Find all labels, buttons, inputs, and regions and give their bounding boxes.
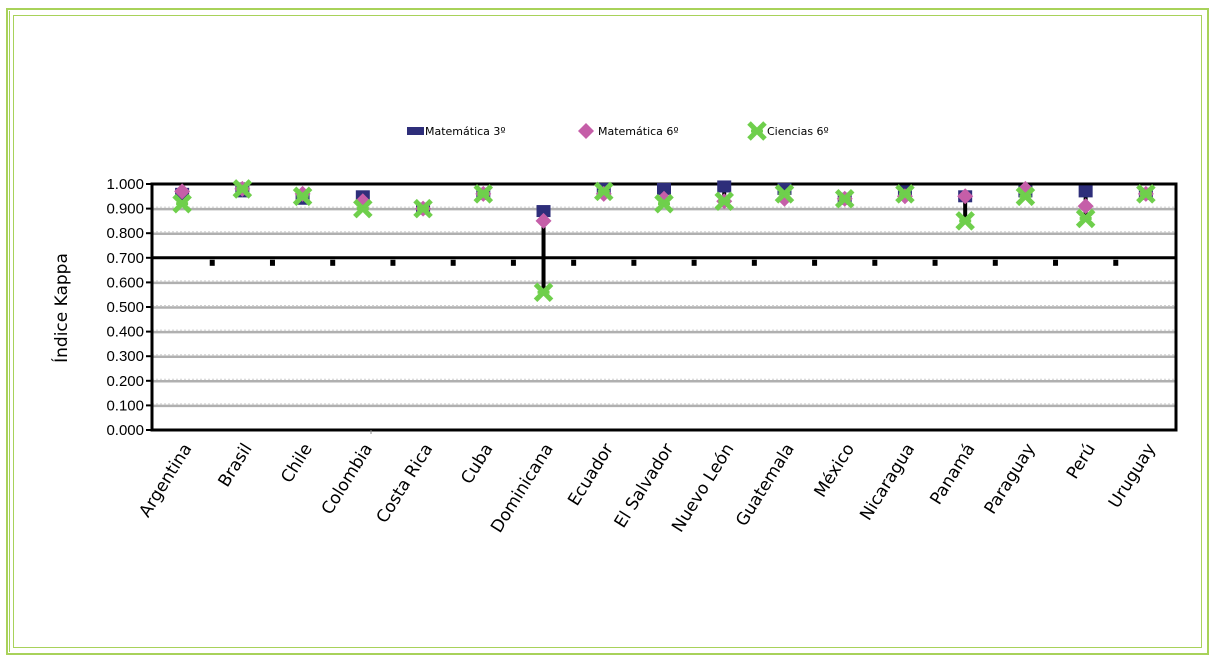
point-ciencias-6: [1136, 184, 1156, 204]
x-category-label: Uruguay: [1105, 440, 1160, 512]
tick-mark: [872, 259, 878, 266]
point-ciencias-6: [473, 184, 494, 204]
point-ciencias-6: [774, 184, 795, 204]
point-matematica-6: [535, 212, 552, 229]
x-category-label: Costa Rica: [373, 440, 438, 527]
tick-mark: [932, 259, 938, 266]
point-ciencias-6: [1015, 186, 1036, 207]
tick-mark: [390, 259, 396, 266]
x-category-label: Nicaragua: [856, 440, 919, 524]
y-tick-label: 0.400: [106, 324, 144, 341]
point-ciencias-6: [413, 198, 433, 219]
tick-mark: [571, 259, 577, 266]
tick-mark: [330, 259, 336, 266]
x-category-label: Guatemala: [732, 440, 799, 530]
x-category-label: Chile: [277, 440, 317, 487]
x-category-label: Nuevo León: [668, 440, 738, 536]
x-category-label: Paraguay: [981, 440, 1040, 518]
x-category-label: Panamá: [926, 440, 979, 508]
point-ciencias-6: [172, 193, 192, 214]
legend-marker-matematica-3: [407, 127, 424, 135]
legend-label: Ciencias 6º: [767, 125, 829, 138]
point-ciencias-6: [834, 188, 855, 209]
y-tick-label: 0.500: [106, 299, 144, 316]
point-matematica-6: [174, 183, 191, 200]
point-matematica-3: [657, 182, 671, 195]
point-ciencias-6: [292, 186, 313, 207]
y-axis-title: Índice Kappa: [50, 253, 72, 363]
x-category-label: Cuba: [457, 440, 497, 488]
tick-mark: [992, 259, 998, 266]
frame-line-left: [9, 11, 10, 652]
x-category-label: El Salvador: [611, 440, 679, 532]
tick-mark: [1113, 259, 1119, 266]
y-tick-label: 0.800: [106, 225, 144, 242]
y-tick-label: 0.300: [106, 348, 144, 365]
point-ciencias-6: [533, 282, 554, 303]
tick-mark: [1053, 259, 1059, 266]
point-ciencias-6: [1075, 208, 1096, 229]
x-category-label: Dominicana: [487, 440, 558, 536]
point-ciencias-6: [232, 179, 253, 199]
point-matematica-3: [717, 180, 732, 193]
tick-mark: [269, 259, 275, 266]
tick-mark: [631, 259, 637, 266]
x-category-label: Argentina: [135, 440, 196, 521]
y-tick-label: 1.000: [106, 176, 144, 193]
y-tick-label: 0.700: [106, 250, 144, 267]
tick-mark: [209, 259, 215, 266]
x-category-label: Ecuador: [564, 440, 618, 510]
tick-mark: [691, 259, 697, 266]
x-category-label: Brasil: [215, 440, 257, 491]
point-matematica-3: [1078, 185, 1093, 198]
x-category-label: Perú: [1063, 440, 1100, 483]
legend-marker-ciencias-6: [747, 121, 767, 141]
point-matematica-6: [957, 188, 974, 205]
point-ciencias-6: [955, 211, 975, 231]
y-tick-label: 0.100: [106, 397, 144, 414]
tick-mark: [751, 259, 757, 266]
legend-marker-matematica-6: [578, 123, 594, 139]
tick-mark: [812, 259, 818, 266]
inner-frame: [13, 15, 1202, 648]
x-category-label: Colombia: [318, 440, 377, 518]
tick-mark: [450, 259, 456, 266]
tick-mark: [510, 259, 516, 266]
point-ciencias-6: [654, 193, 674, 214]
legend-label: Matemática 6º: [598, 125, 679, 138]
outer-frame: [6, 8, 1209, 655]
point-ciencias-6: [895, 184, 915, 204]
point-ciencias-6: [353, 198, 373, 219]
y-tick-label: 0.600: [106, 274, 144, 291]
point-matematica-6: [1077, 198, 1094, 215]
point-ciencias-6: [593, 181, 614, 202]
point-matematica-3: [536, 205, 551, 218]
x-category-label: México: [811, 440, 859, 501]
y-tick-label: 0.900: [106, 201, 144, 218]
y-tick-label: 0.200: [106, 373, 144, 390]
y-tick-label: 0.000: [106, 422, 144, 439]
point-ciencias-6: [714, 191, 735, 211]
legend-label: Matemática 3º: [425, 125, 506, 138]
